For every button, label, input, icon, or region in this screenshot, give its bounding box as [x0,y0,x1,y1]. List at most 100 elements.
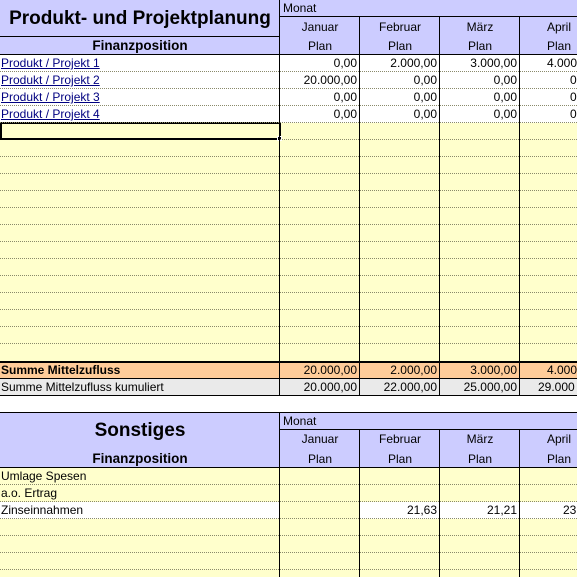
summe-label: Summe Mittelzufluss [1,363,121,377]
section1-plan-januar: Plan [280,37,360,55]
section1-row-value[interactable]: 0 [570,73,577,87]
col-divider [519,17,520,396]
section2-row-value[interactable]: 21,21 [486,503,517,517]
summe-value: 3.000,00 [470,363,517,377]
section1-rows-bg [0,55,577,123]
row-divider [0,484,577,485]
section1-finanzposition-header: Finanzposition [0,37,280,55]
row-divider [0,88,577,89]
row-divider [0,173,577,174]
monat-border [280,16,577,17]
section1-row-value[interactable]: 0,00 [333,107,357,121]
section1-plan-april: Plan [520,37,577,55]
section1-row-value[interactable]: 2.000,00 [390,56,437,70]
row-divider [0,241,577,242]
kumuliert-row [0,379,577,396]
row-divider [0,207,577,208]
section1-row-label[interactable]: Produkt / Projekt 4 [1,107,100,121]
section1-row-value[interactable]: 0,00 [493,90,517,104]
section1-month-maerz: März [440,17,520,37]
section2-title: Sonstiges [0,413,280,449]
section1-monat-label: Monat [280,0,577,17]
summe-value: 20.000,00 [303,363,357,377]
section2-plan-april: Plan [520,449,577,468]
section1-empty-rows[interactable] [0,123,577,362]
section1-row-value[interactable]: 0 [570,107,577,121]
summe-value: 2.000,00 [390,363,437,377]
section1-row-value[interactable]: 0,00 [413,90,437,104]
kumuliert-border-bottom [0,395,577,396]
section1-row-label[interactable]: Produkt / Projekt 1 [1,56,100,70]
row-divider [0,275,577,276]
row-divider [0,326,577,327]
section2-month-februar: Februar [360,430,440,449]
row-divider [0,105,577,106]
section2-plan-februar: Plan [360,449,440,468]
row-divider [0,501,577,502]
summe-border-bottom [0,378,577,379]
section1-row-value[interactable]: 0,00 [413,107,437,121]
header-border [0,36,280,37]
summe-value: 4.000 [547,363,577,377]
section1-row-label[interactable]: Produkt / Projekt 3 [1,90,100,104]
section1-row-value[interactable]: 0,00 [413,73,437,87]
section2-row-value[interactable]: 23 [563,503,577,517]
section2-month-maerz: März [440,430,520,449]
row-divider [0,309,577,310]
col-divider [359,430,360,577]
row-divider [0,71,577,72]
header-border [0,54,577,55]
section2-month-april: April [520,430,577,449]
section1-row-value[interactable]: 3.000,00 [470,56,517,70]
section1-month-januar: Januar [280,17,360,37]
row-divider [0,569,577,570]
section1-row-value[interactable]: 4.000, [547,56,577,70]
section1-row-value[interactable]: 0,00 [493,107,517,121]
section1-row-value[interactable]: 0 [570,90,577,104]
row-divider [0,156,577,157]
section2-monat-label: Monat [280,413,577,430]
kumuliert-value: 25.000,00 [463,380,517,394]
section2-finanzposition-header: Finanzposition [0,449,280,468]
section1-row-value[interactable]: 20.000,00 [303,73,357,87]
section2-plan-maerz: Plan [440,449,520,468]
section2-header-border [0,467,577,468]
section1-row-label[interactable]: Produkt / Projekt 2 [1,73,100,87]
col-divider [279,0,280,396]
section2-top-border [0,412,577,413]
section2-monat-border [280,429,577,430]
summe-border-top [0,361,577,363]
kumuliert-value: 20.000,00 [303,380,357,394]
section2-row-label[interactable]: Umlage Spesen [1,469,87,483]
section2-month-januar: Januar [280,430,360,449]
row-divider [0,518,577,519]
section2-row-value[interactable]: 21,63 [406,503,437,517]
section1-row-value[interactable]: 0,00 [333,56,357,70]
section1-plan-februar: Plan [360,37,440,55]
section2-rows-bg [0,468,577,577]
section1-month-februar: Februar [360,17,440,37]
kumuliert-label: Summe Mittelzufluss kumuliert [1,380,164,394]
section1-row-value[interactable]: 0,00 [493,73,517,87]
section2-row-label[interactable]: Zinseinnahmen [1,503,84,517]
section2-plan-januar: Plan [280,449,360,468]
row-divider [0,122,577,123]
summe-row [0,362,577,379]
row-divider [0,258,577,259]
col-divider [439,430,440,577]
row-divider [0,552,577,553]
section2-row-label[interactable]: a.o. Ertrag [1,486,58,500]
section1-plan-maerz: Plan [440,37,520,55]
col-divider [439,17,440,396]
row-divider [280,139,577,140]
selected-cell[interactable] [0,122,281,140]
col-divider [359,17,360,396]
row-divider [0,190,577,191]
col-divider [279,412,280,577]
row-divider [0,535,577,536]
row-divider [0,292,577,293]
section1-title: Produkt- und Projektplanung [0,0,280,37]
kumuliert-value: 22.000,00 [383,380,437,394]
zinseinnahmen-row [0,502,280,519]
section1-row-value[interactable]: 0,00 [333,90,357,104]
